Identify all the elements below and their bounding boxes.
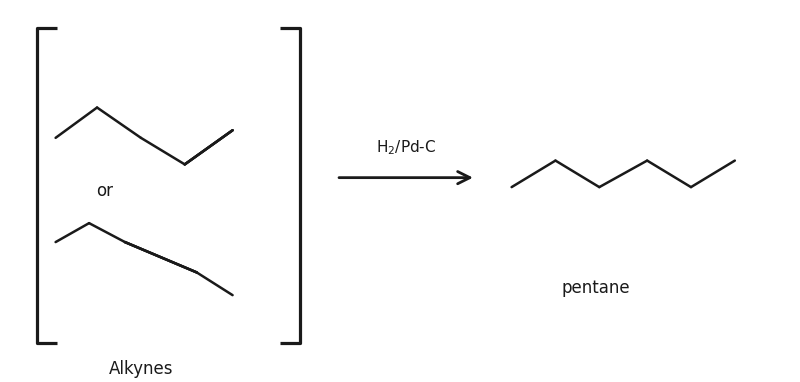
Text: Alkynes: Alkynes	[109, 360, 173, 378]
Text: pentane: pentane	[561, 278, 630, 296]
Text: H$_2$/Pd-C: H$_2$/Pd-C	[376, 138, 436, 157]
Text: or: or	[97, 182, 114, 200]
